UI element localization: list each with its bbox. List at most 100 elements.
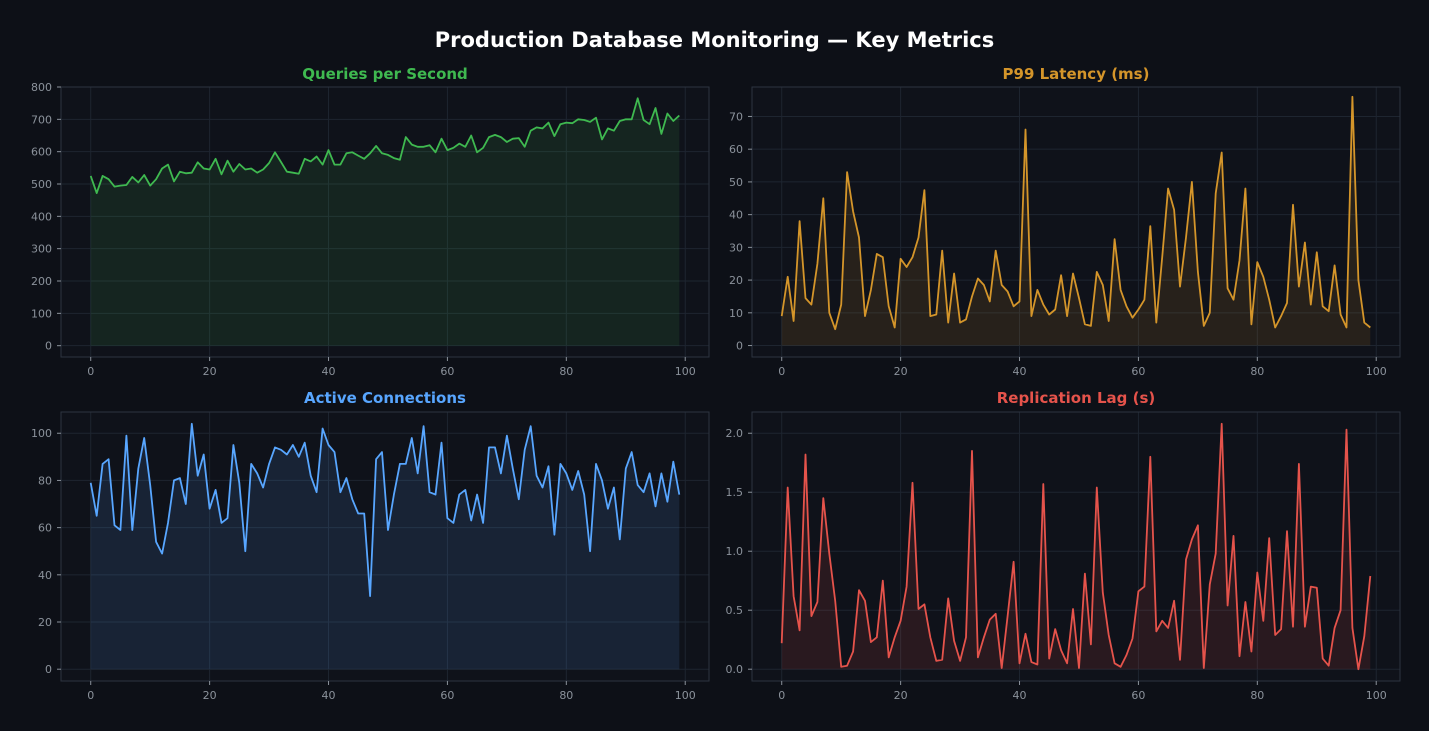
active-connections-xtick-label: 100 bbox=[675, 689, 696, 702]
replication-lag-data-point bbox=[882, 580, 884, 582]
active-connections-data-point bbox=[185, 503, 187, 505]
p99-latency-data-point bbox=[804, 297, 806, 299]
replication-lag-title: Replication Lag (s) bbox=[997, 389, 1156, 407]
queries-per-second-xtick-label: 60 bbox=[440, 365, 454, 378]
replication-lag-xtick-label: 0 bbox=[778, 689, 785, 702]
replication-lag-data-point bbox=[846, 665, 848, 667]
replication-lag-data-point bbox=[1333, 627, 1335, 629]
active-connections-data-point bbox=[250, 463, 252, 465]
p99-latency-data-point bbox=[846, 171, 848, 173]
replication-lag-data-point bbox=[1125, 654, 1127, 656]
active-connections-data-point bbox=[589, 550, 591, 552]
replication-lag-data-point bbox=[852, 650, 854, 652]
active-connections-data-point bbox=[327, 444, 329, 446]
queries-per-second-data-point bbox=[381, 152, 383, 154]
queries-per-second-plot-area bbox=[61, 87, 709, 357]
replication-lag-data-point bbox=[1060, 649, 1062, 651]
p99-latency-data-point bbox=[1238, 259, 1240, 261]
active-connections-data-point bbox=[90, 482, 92, 484]
queries-per-second-data-point bbox=[125, 184, 127, 186]
p99-latency-data-point bbox=[977, 277, 979, 279]
active-connections-data-point bbox=[149, 484, 151, 486]
p99-latency-data-point bbox=[1256, 261, 1258, 263]
replication-lag-data-point bbox=[1066, 662, 1068, 664]
queries-per-second-data-point bbox=[220, 173, 222, 175]
active-connections-data-point bbox=[232, 444, 234, 446]
p99-latency-ytick-label: 50 bbox=[729, 176, 743, 189]
replication-lag-data-point bbox=[1001, 667, 1003, 669]
replication-lag-xtick-label: 80 bbox=[1250, 689, 1264, 702]
queries-per-second-data-point bbox=[315, 155, 317, 157]
replication-lag-data-point bbox=[1048, 657, 1050, 659]
active-connections-data-point bbox=[446, 517, 448, 519]
replication-lag-data-point bbox=[983, 636, 985, 638]
queries-per-second-data-point bbox=[107, 178, 109, 180]
queries-per-second-data-point bbox=[387, 154, 389, 156]
p99-latency-data-point bbox=[1024, 128, 1026, 130]
active-connections-data-point bbox=[547, 465, 549, 467]
active-connections-area-fill bbox=[90, 423, 680, 670]
p99-latency-data-point bbox=[888, 305, 890, 307]
queries-per-second-data-point bbox=[506, 141, 508, 143]
queries-per-second-data-point bbox=[476, 151, 478, 153]
replication-lag-data-point bbox=[917, 608, 919, 610]
queries-per-second-data-point bbox=[422, 146, 424, 148]
active-connections-data-point bbox=[601, 479, 603, 481]
p99-latency-data-point bbox=[1232, 299, 1234, 301]
queries-per-second-data-point bbox=[577, 118, 579, 120]
replication-lag-data-point bbox=[1143, 585, 1145, 587]
active-connections-xtick-label: 20 bbox=[203, 689, 217, 702]
replication-lag-data-point bbox=[989, 618, 991, 620]
active-connections-data-point bbox=[470, 519, 472, 521]
queries-per-second-data-point bbox=[232, 171, 234, 173]
queries-per-second-ytick-label: 200 bbox=[31, 275, 52, 288]
replication-lag-ytick-label: 2.0 bbox=[726, 427, 744, 440]
p99-latency-data-point bbox=[787, 276, 789, 278]
p99-latency-data-point bbox=[1286, 302, 1288, 304]
replication-lag-data-point bbox=[894, 636, 896, 638]
active-connections-data-point bbox=[173, 479, 175, 481]
replication-lag-data-point bbox=[995, 613, 997, 615]
p99-latency-ytick-label: 0 bbox=[736, 340, 743, 353]
active-connections-data-point bbox=[494, 446, 496, 448]
p99-latency-data-point bbox=[1339, 313, 1341, 315]
queries-per-second-data-point bbox=[286, 171, 288, 173]
queries-per-second-area-fill bbox=[90, 98, 680, 346]
active-connections-plot-frame bbox=[60, 411, 710, 682]
queries-per-second-data-point bbox=[595, 117, 597, 119]
active-connections-data-point bbox=[333, 451, 335, 453]
replication-lag-data-point bbox=[935, 660, 937, 662]
p99-latency-series-line bbox=[780, 95, 1371, 331]
queries-per-second-data-point bbox=[137, 181, 139, 183]
p99-latency-data-point bbox=[1244, 187, 1246, 189]
active-connections-data-point bbox=[571, 489, 573, 491]
replication-lag-data-point bbox=[1215, 552, 1217, 554]
queries-per-second-data-point bbox=[500, 136, 502, 138]
replication-lag-data-point bbox=[1238, 655, 1240, 657]
p99-latency-data-point bbox=[1280, 315, 1282, 317]
p99-latency-data-point bbox=[1185, 236, 1187, 238]
active-connections-data-point bbox=[286, 453, 288, 455]
active-connections-data-point bbox=[191, 423, 193, 425]
active-connections-ytick-label: 40 bbox=[38, 569, 52, 582]
p99-latency-data-point bbox=[1006, 290, 1008, 292]
queries-per-second-xtick-label: 100 bbox=[675, 365, 696, 378]
queries-per-second-data-point bbox=[619, 120, 621, 122]
p99-latency-data-point bbox=[911, 256, 913, 258]
active-connections-data-point bbox=[488, 446, 490, 448]
active-connections-panel: 0 20 40 60 80 100 0 20 40 60 80 100 Active Connectio… bbox=[31, 389, 710, 702]
queries-per-second-data-point bbox=[678, 114, 680, 116]
active-connections-ytick-label: 0 bbox=[45, 663, 52, 676]
queries-per-second-data-point bbox=[446, 149, 448, 151]
queries-per-second-ytick-label: 100 bbox=[31, 307, 52, 320]
p99-latency-data-point bbox=[1292, 204, 1294, 206]
replication-lag-data-point bbox=[822, 497, 824, 499]
replication-lag-data-point bbox=[1137, 590, 1139, 592]
replication-lag-data-point bbox=[1256, 571, 1258, 573]
replication-lag-data-point bbox=[798, 629, 800, 631]
active-connections-data-point bbox=[244, 550, 246, 552]
queries-per-second-title: Queries per Second bbox=[302, 65, 468, 83]
replication-lag-data-point bbox=[1316, 587, 1318, 589]
p99-latency-data-point bbox=[971, 295, 973, 297]
queries-per-second-data-point bbox=[405, 136, 407, 138]
